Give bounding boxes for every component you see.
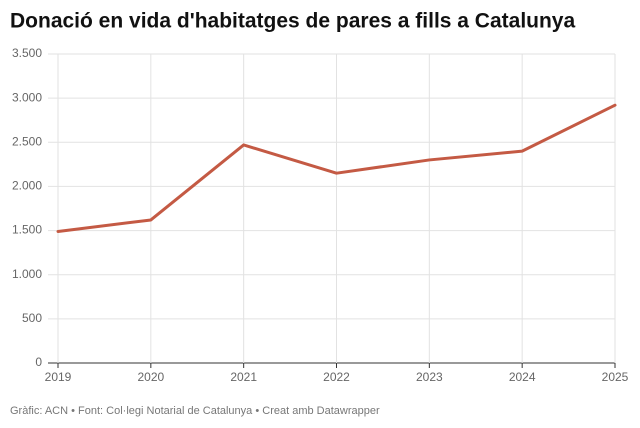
x-tick-label: 2022	[323, 370, 350, 384]
x-tick-label: 2025	[602, 370, 629, 384]
x-tick-label: 2021	[230, 370, 257, 384]
data-line	[56, 103, 617, 233]
y-tick-label: 3.500	[12, 46, 42, 60]
x-tick-label: 2023	[416, 370, 443, 384]
x-tick-label: 2020	[137, 370, 164, 384]
y-tick-label: 3.000	[12, 90, 42, 104]
y-tick-label: 1.500	[12, 223, 42, 237]
y-tick-label: 2.000	[12, 179, 42, 193]
y-tick-label: 1.000	[12, 267, 42, 281]
y-tick-label: 2.500	[12, 134, 42, 148]
source-note: Gràfic: ACN • Font: Col·legi Notarial de…	[10, 405, 380, 417]
x-tick-label: 2024	[509, 370, 536, 384]
chart-title: Donació en vida d'habitatges de pares a …	[10, 10, 575, 33]
y-tick-label: 500	[22, 311, 42, 325]
y-tick-label: 0	[35, 355, 42, 369]
x-tick-label: 2019	[45, 370, 72, 384]
